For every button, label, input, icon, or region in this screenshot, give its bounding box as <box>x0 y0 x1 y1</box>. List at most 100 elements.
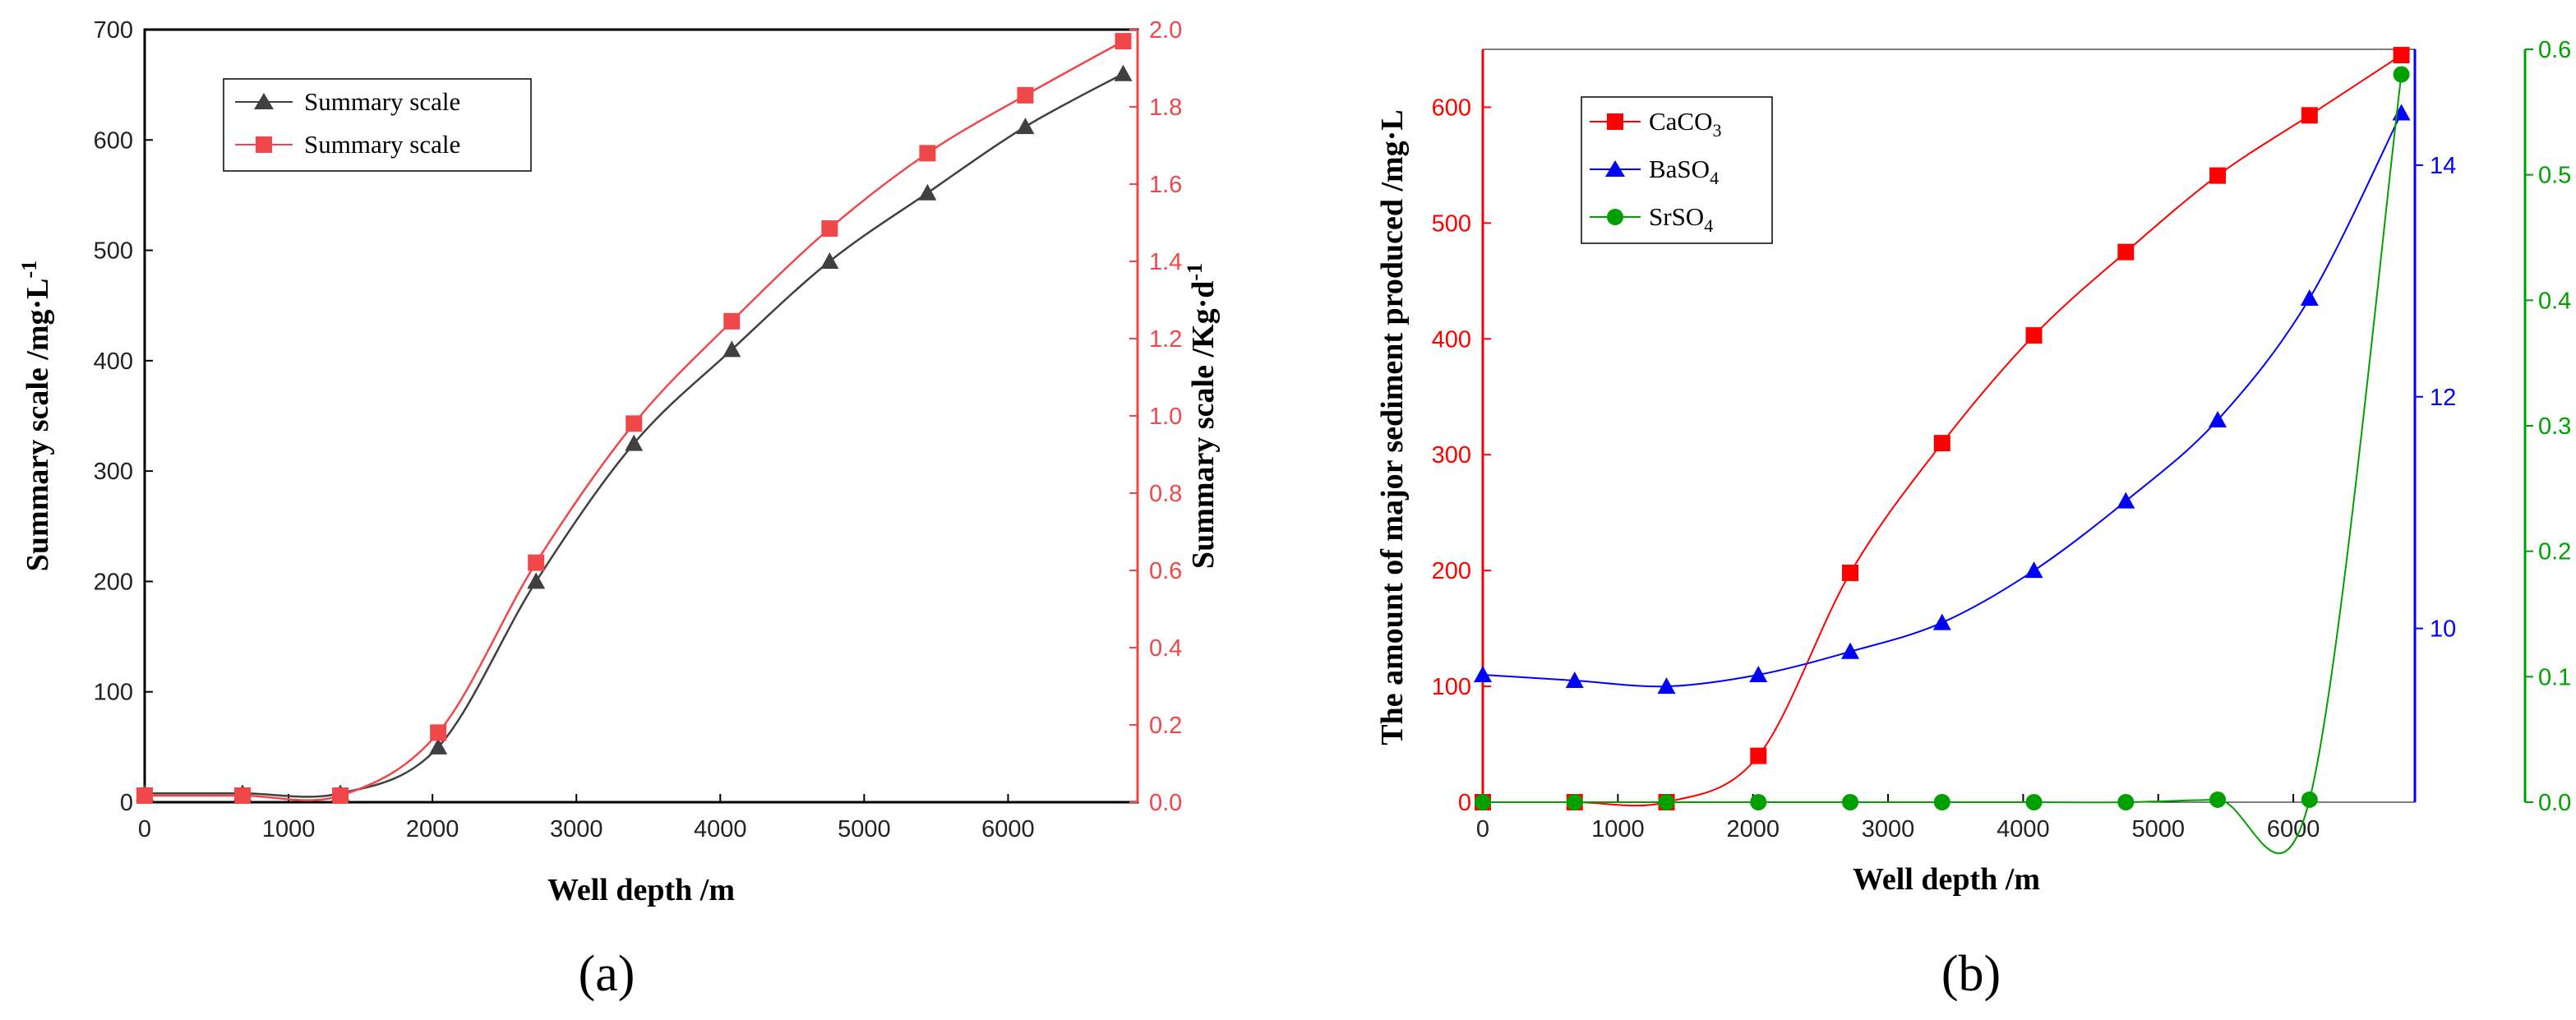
chart-b-panel-label: (b) <box>1941 946 2001 1002</box>
chart-b-series-2-point-2 <box>1657 677 1676 695</box>
chart-a-legend-label-1: Summary scale <box>304 87 460 116</box>
chart-b-green-tick-label-2: 0.2 <box>2538 539 2571 565</box>
chart-a-left-y-ticks: 0 100 200 300 400 500 600 700 <box>94 17 153 816</box>
chart-b-green-tick-label-3: 0.3 <box>2538 413 2571 440</box>
chart-a-series-2-point-8 <box>919 145 936 162</box>
chart-b-left-tick-label-3: 300 <box>1432 442 1471 468</box>
chart-b-series-2-point-3 <box>1749 665 1768 682</box>
chart-a-legend-marker-2 <box>256 136 272 153</box>
chart-b-series-3-point-5 <box>1933 794 1950 810</box>
chart-a-right-y-ticks: 0.0 0.2 0.4 0.6 0.8 1.0 1.2 1.4 1.6 1.8 2.0 <box>1129 17 1182 816</box>
chart-a-series-1-point-4 <box>527 572 546 589</box>
chart-b-series-1-point-8 <box>2209 167 2227 184</box>
chart-b-series-2-point-0 <box>1474 665 1492 682</box>
chart-a-series-2-point-2 <box>332 787 349 805</box>
chart-b-x-tick-label-3: 3000 <box>1862 816 1915 842</box>
chart-a-series-1-point-5 <box>625 434 644 451</box>
chart-b-left-tick-label-4: 400 <box>1432 326 1471 353</box>
chart-a-x-tick-label-1: 1000 <box>262 816 316 842</box>
chart-b-legend-marker-1 <box>1607 113 1623 130</box>
chart-b-series-1-point-6 <box>2025 327 2043 344</box>
chart-a-right-tick-label-9: 1.8 <box>1149 95 1182 121</box>
chart-a-series-2-point-6 <box>723 312 741 330</box>
chart-a-series-2-point-5 <box>626 415 643 432</box>
chart-b-x-tick-label-4: 4000 <box>1997 816 2050 842</box>
chart-a-panel-label: (a) <box>579 946 635 1002</box>
chart-b-left-y-ticks: 0 100 200 300 400 500 600 <box>1432 95 1491 816</box>
chart-a-series-2-point-10 <box>1115 33 1132 50</box>
chart-b-series-3-point-10 <box>2393 66 2410 83</box>
chart-a-legend-marker-1 <box>254 93 274 109</box>
chart-b-left-tick-label-5: 500 <box>1432 210 1471 237</box>
chart-b: 0 1000 2000 3000 4000 5000 6000 0 100 200 300 400 5… <box>1375 37 2571 1002</box>
chart-b-x-tick-label-2: 2000 <box>1726 816 1780 842</box>
chart-a-series-2-point-7 <box>821 220 838 238</box>
chart-b-green-tick-label-5: 0.5 <box>2538 163 2571 189</box>
chart-a-x-tick-label-2: 2000 <box>406 816 459 842</box>
chart-a: 0 1000 2000 3000 4000 5000 6000 0 100 200 300 400 5… <box>17 17 1221 1002</box>
chart-a-right-tick-label-6: 1.2 <box>1149 326 1182 353</box>
chart-a-series-1-point-9 <box>1016 118 1035 135</box>
chart-a-right-tick-label-7: 1.4 <box>1149 249 1182 275</box>
chart-b-series-2-point-5 <box>1932 613 1951 630</box>
chart-a-series-2-point-1 <box>234 787 252 805</box>
chart-a-series-1-point-7 <box>820 252 839 269</box>
chart-b-legend: CaCO3 BaSO4 SrSO4 <box>1581 96 1773 244</box>
chart-b-series-1-point-9 <box>2301 107 2318 124</box>
chart-b-x-tick-label-6: 6000 <box>2267 816 2320 842</box>
chart-a-legend-box <box>223 78 532 172</box>
chart-b-x-tick-label-0: 0 <box>1476 816 1489 842</box>
chart-a-series-1-point-8 <box>918 183 937 201</box>
chart-b-series-3-point-4 <box>1842 794 1859 810</box>
chart-a-right-tick-label-2: 0.4 <box>1149 635 1182 662</box>
chart-a-right-tick-label-0: 0.0 <box>1149 790 1182 816</box>
chart-b-legend-marker-3 <box>1607 209 1623 225</box>
chart-b-legend-marker-2 <box>1605 160 1625 177</box>
chart-b-series-1-point-5 <box>1933 435 1950 452</box>
chart-a-x-tick-label-6: 6000 <box>981 816 1035 842</box>
chart-a-x-tick-label-0: 0 <box>138 816 151 842</box>
chart-a-left-y-axis-title: Summary scale /mg·L-1 <box>17 261 55 571</box>
chart-a-series-2-point-9 <box>1017 86 1034 104</box>
chart-b-series-2-point-8 <box>2209 410 2227 427</box>
chart-b-left-tick-label-0: 0 <box>1458 790 1471 816</box>
chart-a-series-1-point-10 <box>1114 64 1133 81</box>
chart-a-x-tick-label-3: 3000 <box>550 816 603 842</box>
chart-b-series-1-point-7 <box>2117 243 2135 261</box>
chart-a-left-tick-label-2: 200 <box>94 569 133 595</box>
chart-a-left-tick-label-3: 300 <box>94 459 133 485</box>
chart-a-x-tick-label-5: 5000 <box>838 816 891 842</box>
chart-b-green-y-ticks: 0.0 0.1 0.2 0.3 0.4 0.5 0.6 <box>2525 37 2571 816</box>
chart-a-series-2-point-3 <box>430 724 447 741</box>
chart-b-series-2-line <box>1482 113 2403 688</box>
chart-a-right-tick-label-3: 0.6 <box>1149 558 1182 584</box>
chart-a-series-1-point-6 <box>722 340 741 358</box>
chart-a-series-2-point-0 <box>136 787 153 805</box>
chart-a-legend-label-2: Summary scale <box>304 130 460 159</box>
chart-b-series-3-point-1 <box>1566 794 1583 810</box>
chart-b-series-2-point-10 <box>2392 104 2411 121</box>
chart-b-green-tick-label-0: 0.0 <box>2538 790 2571 816</box>
chart-b-series-2-point-6 <box>2024 561 2043 579</box>
chart-b-series-3-point-0 <box>1475 794 1491 810</box>
chart-a-x-axis-title: Well depth /m <box>547 873 735 907</box>
chart-b-series-2-point-7 <box>2117 492 2135 509</box>
chart-a-right-y-axis-title: Summary scale /Kg·d-1 <box>1183 263 1221 569</box>
chart-b-left-tick-label-2: 200 <box>1432 558 1471 584</box>
chart-a-series-1-point-3 <box>429 737 448 755</box>
chart-b-series-layer <box>1474 47 2411 855</box>
chart-a-right-tick-label-1: 0.2 <box>1149 713 1182 739</box>
chart-b-green-tick-label-4: 0.4 <box>2538 288 2571 314</box>
chart-b-green-tick-label-6: 0.6 <box>2538 37 2571 63</box>
chart-b-green-tick-label-1: 0.1 <box>2538 664 2571 690</box>
chart-b-series-3-point-6 <box>2025 794 2043 810</box>
chart-b-legend-label-2: BaSO4 <box>1649 155 1719 188</box>
chart-a-left-tick-label-7: 700 <box>94 17 133 44</box>
chart-b-series-3-point-2 <box>1658 794 1675 810</box>
chart-b-series-1-point-4 <box>1842 564 1859 581</box>
chart-a-left-tick-label-0: 0 <box>120 790 133 816</box>
chart-a-left-tick-label-6: 600 <box>94 127 133 154</box>
chart-b-x-axis-title: Well depth /m <box>1853 862 2040 897</box>
chart-a-left-tick-label-1: 100 <box>94 680 133 706</box>
